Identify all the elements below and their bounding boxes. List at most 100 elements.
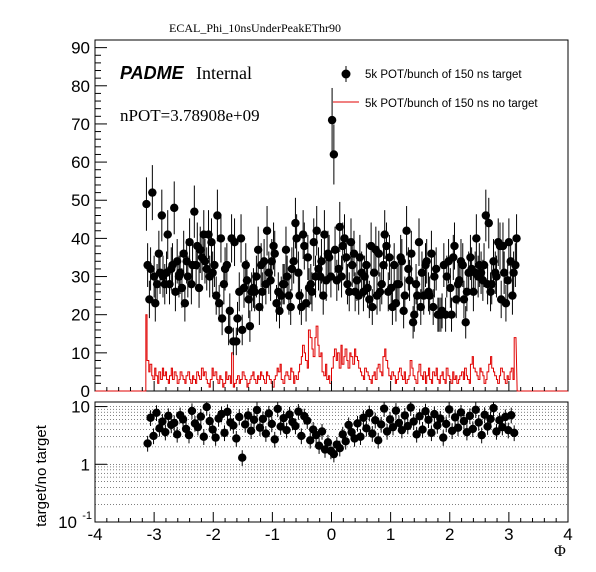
target-point [509, 268, 518, 277]
target-point [303, 253, 313, 262]
target-point [284, 291, 294, 300]
ratio-point [184, 430, 194, 440]
target-point [294, 268, 303, 277]
ratio-point [397, 425, 407, 435]
target-series [142, 87, 521, 356]
target-point [154, 249, 164, 258]
ratio-point [492, 427, 501, 436]
target-point [319, 291, 328, 300]
ratio-point [170, 418, 179, 428]
ratio-y-tick-label: 10 [58, 513, 77, 532]
target-point [329, 150, 339, 159]
target-point [151, 299, 160, 308]
target-point [441, 310, 450, 319]
ratio-point [323, 438, 333, 447]
ratio-y-tick-label: 1 [81, 455, 90, 474]
ratio-point [424, 415, 433, 424]
top-panel: 0 10 20 30 40 50 60 70 80 90 [71, 39, 569, 401]
target-point [142, 199, 151, 209]
ratio-point [211, 433, 220, 442]
chart-title: ECAL_Phi_10nsUnderPeakEThr90 [169, 21, 341, 35]
x-tick-label: -1 [265, 525, 280, 544]
ratio-point [232, 434, 241, 443]
x-tick-label: -3 [147, 525, 162, 544]
target-point [487, 279, 496, 289]
ratio-point [255, 423, 265, 432]
ratio-point [474, 418, 483, 427]
target-point [486, 287, 495, 297]
ratio-y-axis: 10 -1 1 10 [58, 398, 107, 532]
target-point [244, 295, 253, 304]
ratio-point [267, 419, 276, 429]
x-tick-label: 3 [504, 525, 513, 544]
target-point [157, 211, 167, 220]
target-point [408, 318, 418, 327]
target-point [379, 260, 388, 270]
ratio-point [146, 413, 155, 422]
target-point [330, 245, 340, 255]
target-point [177, 283, 187, 293]
target-point [368, 302, 377, 312]
target-point [402, 226, 411, 235]
target-point [458, 260, 467, 270]
target-point [180, 299, 190, 308]
ratio-point [427, 428, 436, 438]
ratio-point [344, 420, 353, 430]
target-point [208, 268, 217, 277]
target-point [270, 249, 279, 258]
target-point [320, 230, 329, 239]
x-tick-label: 2 [445, 525, 454, 544]
target-point [301, 299, 311, 308]
target-point [484, 218, 493, 228]
target-point [355, 253, 365, 262]
ratio-point [161, 427, 170, 437]
target-point [404, 264, 413, 274]
target-point [461, 318, 470, 327]
y-tick-label: 10 [71, 344, 90, 363]
target-point [250, 287, 259, 297]
target-point [196, 245, 205, 255]
ratio-point [421, 407, 430, 416]
target-point [187, 279, 196, 289]
target-point [146, 264, 155, 274]
target-point [342, 253, 351, 262]
target-point [300, 241, 309, 251]
ratio-point [341, 437, 350, 446]
ratio-point [385, 415, 395, 424]
target-point [385, 253, 394, 262]
ratio-point [252, 405, 262, 415]
ratio-point [164, 411, 173, 421]
ratio-point [143, 439, 152, 448]
ratio-panel: -4 -3 -2 -1 0 1 2 3 4 10 -1 1 10 [58, 381, 573, 544]
ratio-point [368, 429, 377, 438]
target-point [428, 302, 438, 312]
ratio-point [353, 419, 362, 428]
ratio-point [240, 420, 250, 429]
target-point [466, 253, 475, 262]
ratio-point [193, 422, 203, 432]
target-point [213, 211, 222, 220]
ratio-point [471, 405, 480, 414]
ratio-point [406, 403, 415, 412]
ratio-point [489, 403, 498, 413]
ratio-point [199, 432, 208, 441]
target-point [233, 314, 242, 323]
target-point [427, 249, 436, 258]
legend-label-no-target: 5k POT/bunch of 150 ns no target [365, 98, 538, 110]
target-point [397, 257, 407, 266]
x-axis: -4 -3 -2 -1 0 1 2 3 4 [87, 381, 573, 544]
y-tick-label: 60 [71, 153, 90, 172]
legend: 5k POT/bunch of 150 ns target 5k POT/bun… [333, 66, 538, 110]
y-tick-label: 50 [71, 191, 90, 210]
target-point [345, 287, 354, 297]
ratio-point [507, 410, 516, 420]
target-point [170, 203, 179, 213]
target-point [459, 295, 469, 304]
ratio-point [155, 424, 164, 433]
target-point [450, 241, 459, 251]
ratio-point [439, 433, 448, 442]
target-point [238, 325, 247, 335]
target-point [369, 268, 379, 277]
ratio-point [329, 449, 339, 459]
target-point [422, 257, 431, 266]
